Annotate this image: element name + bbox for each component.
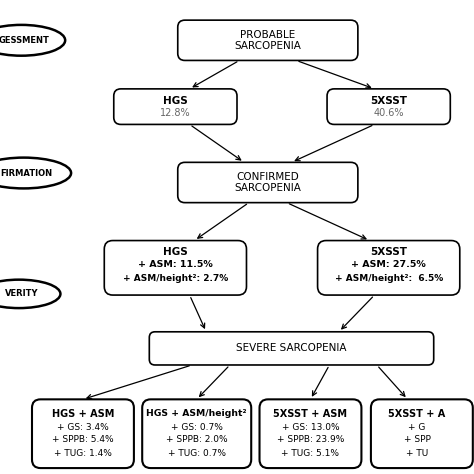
Text: + SPPB: 5.4%: + SPPB: 5.4% [52,436,114,444]
Text: PROBABLE: PROBABLE [240,29,295,40]
Text: + TUG: 5.1%: + TUG: 5.1% [282,449,339,458]
Text: + G: + G [409,423,426,432]
Text: + TUG: 1.4%: + TUG: 1.4% [54,449,112,458]
Text: 5XSST: 5XSST [370,96,407,106]
Text: FIRMATION: FIRMATION [0,169,52,177]
Text: + TU: + TU [406,449,428,458]
Text: + TUG: 0.7%: + TUG: 0.7% [168,449,226,458]
FancyBboxPatch shape [327,89,450,124]
Text: CONFIRMED: CONFIRMED [237,172,299,182]
Text: + SPP: + SPP [404,436,430,444]
Text: HGS: HGS [163,247,188,257]
Text: 12.8%: 12.8% [160,108,191,118]
Text: HGS + ASM: HGS + ASM [52,409,114,419]
FancyBboxPatch shape [114,89,237,124]
FancyBboxPatch shape [178,20,358,61]
Text: + ASM/height²:  6.5%: + ASM/height²: 6.5% [335,274,443,283]
Text: + ASM/height²: 2.7%: + ASM/height²: 2.7% [123,274,228,283]
Text: + SPPB: 23.9%: + SPPB: 23.9% [277,436,344,444]
Text: + GS: 0.7%: + GS: 0.7% [171,423,223,432]
Text: + SPPB: 2.0%: + SPPB: 2.0% [166,436,228,444]
FancyBboxPatch shape [142,399,251,468]
FancyBboxPatch shape [318,241,460,295]
Text: 5XSST + ASM: 5XSST + ASM [273,409,347,419]
Text: 5XSST: 5XSST [370,247,407,257]
Text: + GS: 3.4%: + GS: 3.4% [57,423,109,432]
FancyBboxPatch shape [178,163,358,203]
Text: + ASM: 11.5%: + ASM: 11.5% [138,260,213,269]
Text: + GS: 13.0%: + GS: 13.0% [282,423,339,432]
Text: SARCOPENIA: SARCOPENIA [234,41,301,51]
Text: 5XSST + A: 5XSST + A [389,409,446,419]
Text: HGS: HGS [163,96,188,106]
Text: + ASM: 27.5%: + ASM: 27.5% [351,260,426,269]
Text: 40.6%: 40.6% [374,108,404,118]
FancyBboxPatch shape [32,399,134,468]
Text: GESSMENT: GESSMENT [0,36,49,45]
FancyBboxPatch shape [259,399,361,468]
Text: HGS + ASM/height²: HGS + ASM/height² [146,410,247,418]
Text: SEVERE SARCOPENIA: SEVERE SARCOPENIA [236,343,347,354]
Text: VERITY: VERITY [5,290,38,298]
FancyBboxPatch shape [371,399,473,468]
Text: SARCOPENIA: SARCOPENIA [234,183,301,193]
FancyBboxPatch shape [104,241,246,295]
FancyBboxPatch shape [149,332,434,365]
